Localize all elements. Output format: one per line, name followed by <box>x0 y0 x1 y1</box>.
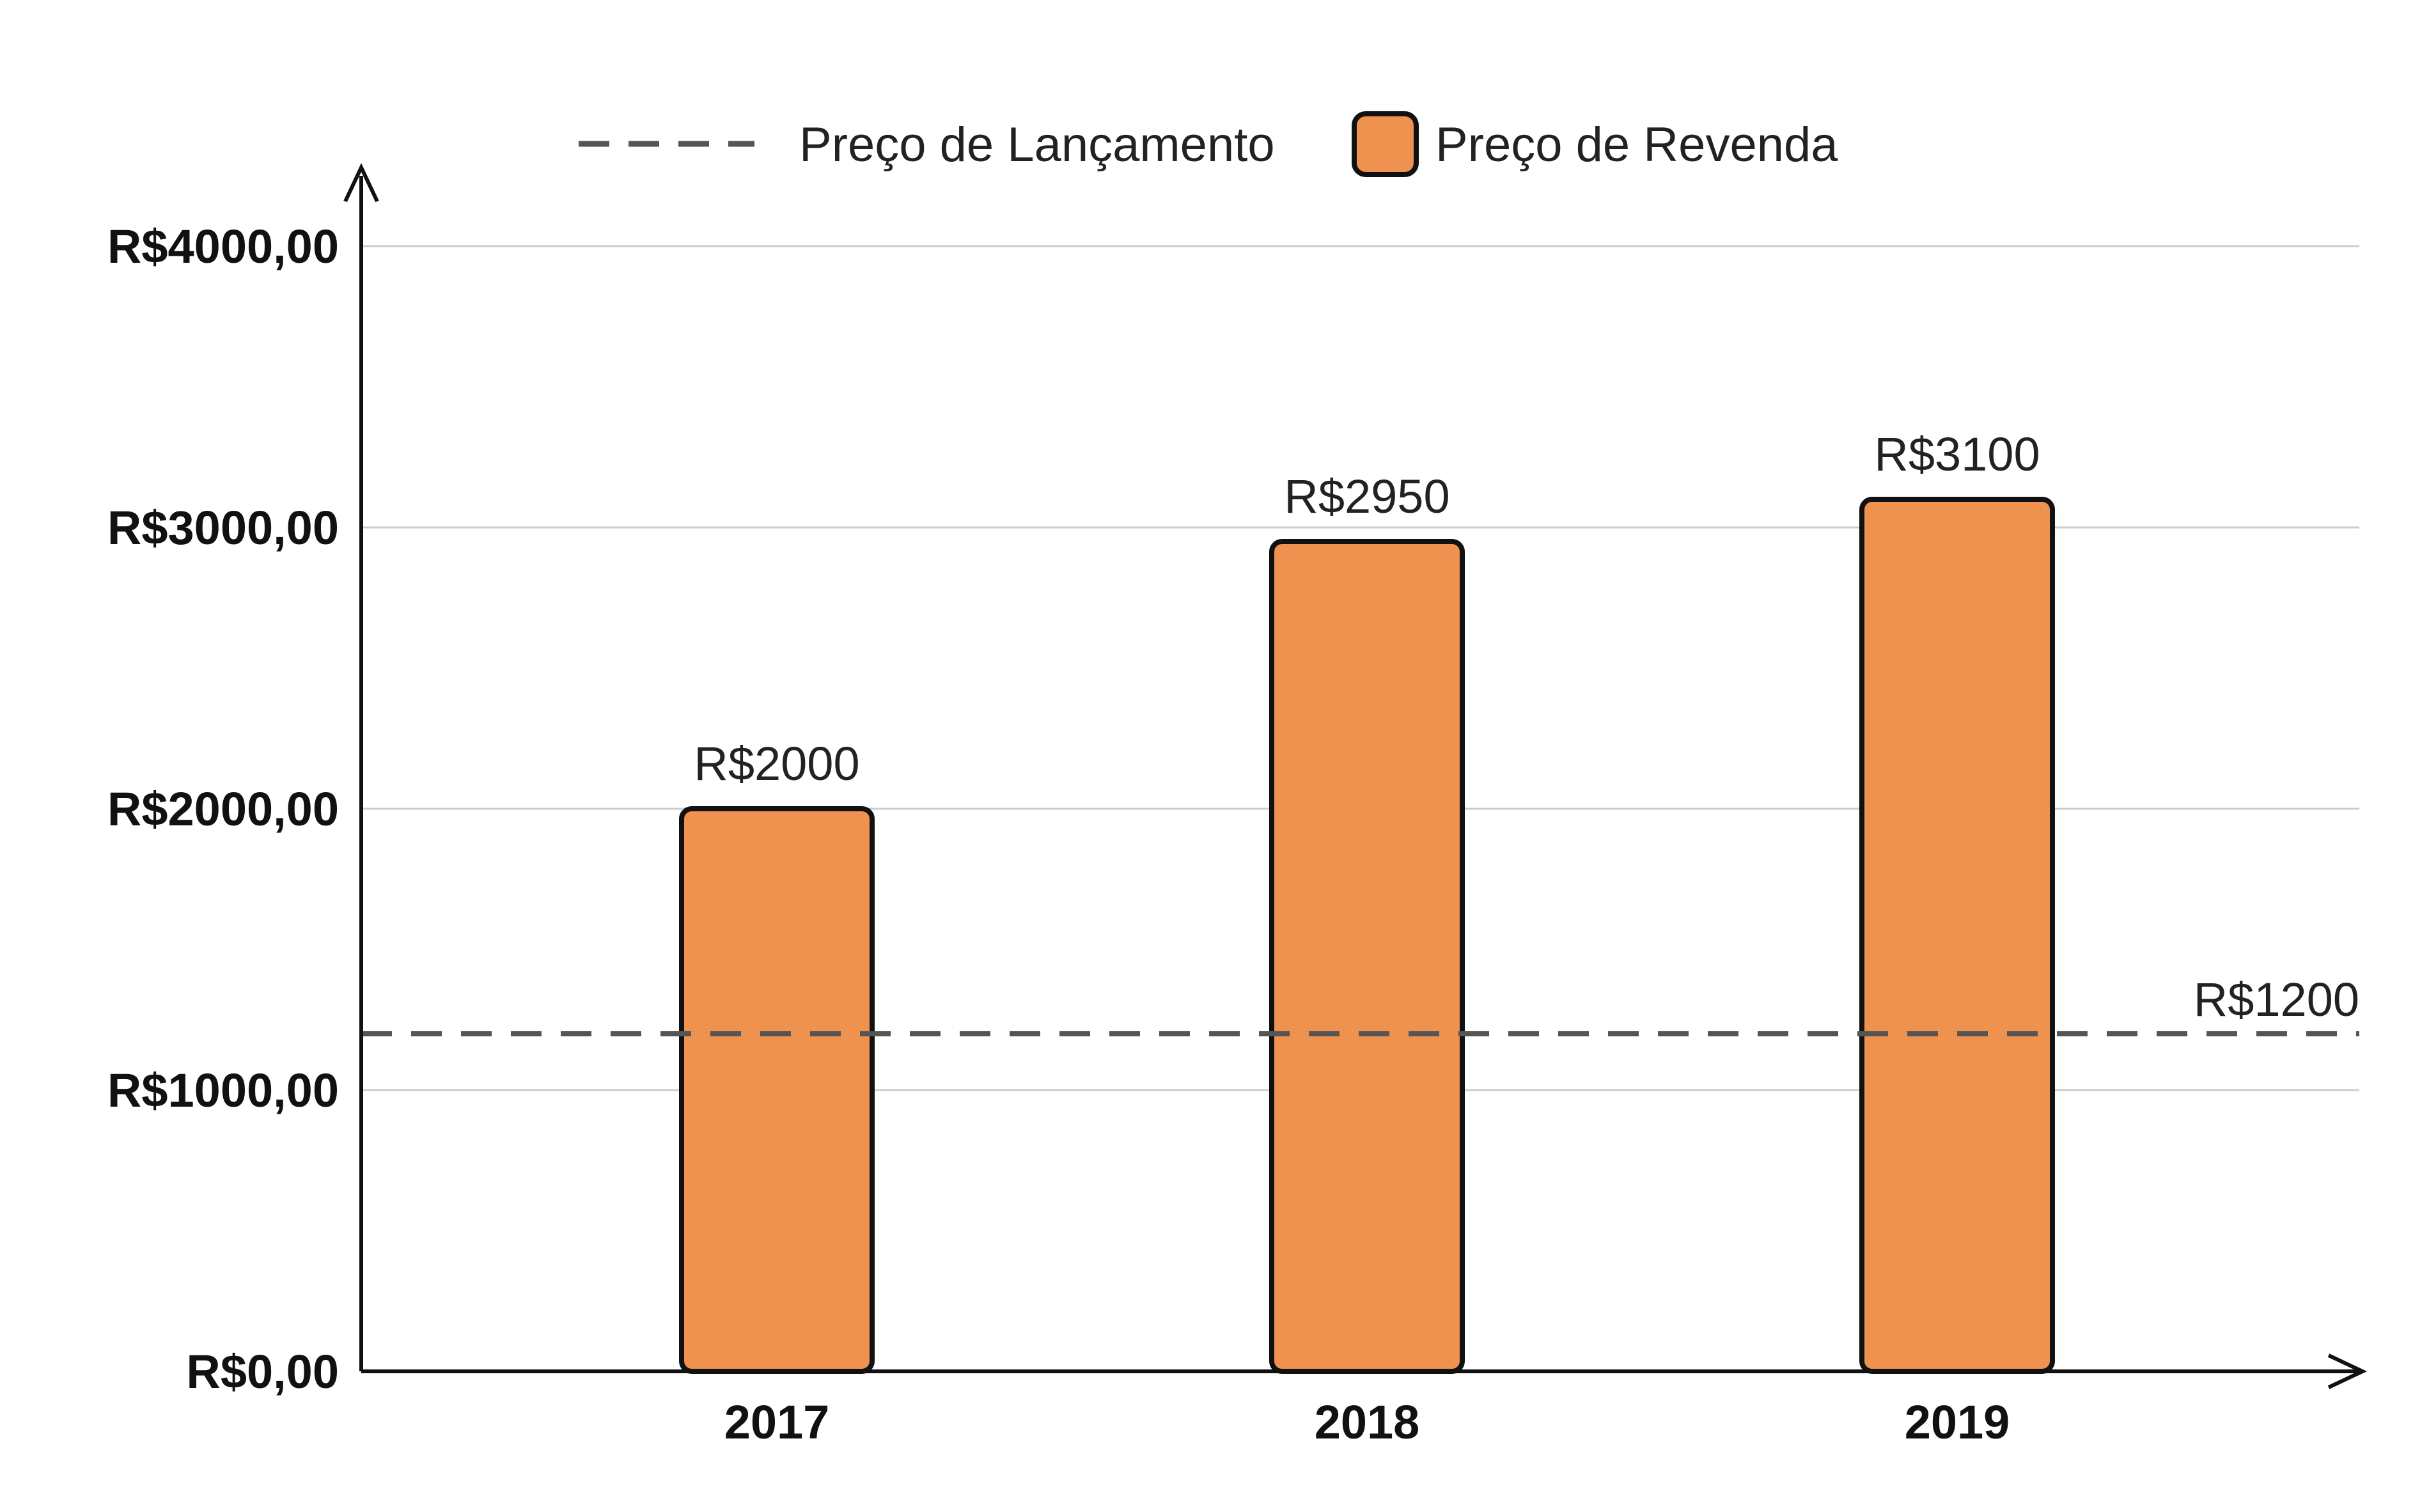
legend-label-resale-price: Preço de Revenda <box>1435 118 1838 172</box>
x-tick-label-2018: 2018 <box>1315 1396 1420 1449</box>
reference-line: R$1200 <box>361 973 2359 1036</box>
x-tick-label-2019: 2019 <box>1905 1396 2010 1449</box>
launch-price-label: R$1200 <box>2194 973 2359 1026</box>
y-tick-label: R$4000,00 <box>107 220 339 273</box>
legend-swatch-resale-price <box>1352 111 1419 177</box>
y-tick-label: R$2000,00 <box>107 783 339 836</box>
x-tick-labels: 2017 2018 2019 <box>724 1396 2010 1449</box>
legend: Preço de Lançamento Preço de Revenda <box>579 111 1838 177</box>
bar-2018 <box>1269 539 1465 1374</box>
bar-value-label-2019: R$3100 <box>1874 428 2040 481</box>
y-tick-label: R$0,00 <box>186 1345 339 1398</box>
legend-label-launch-price: Preço de Lançamento <box>799 118 1275 172</box>
bar-value-label-2017: R$2000 <box>694 737 859 790</box>
y-tick-labels: R$0,00 R$1000,00 R$2000,00 R$3000,00 R$4000,… <box>107 220 339 1398</box>
axes <box>343 162 2368 1389</box>
bar-value-label-2018: R$2950 <box>1284 470 1449 523</box>
y-axis-arrow-icon <box>343 162 379 203</box>
x-tick-label-2017: 2017 <box>724 1396 830 1449</box>
y-tick-label: R$1000,00 <box>107 1064 339 1117</box>
x-axis-arrow-icon <box>2327 1353 2368 1389</box>
bar-2019 <box>1859 497 2055 1374</box>
bar-2017 <box>679 806 875 1374</box>
bars: R$2000 R$2950 R$3100 <box>679 428 2055 1374</box>
y-tick-label: R$3000,00 <box>107 501 339 554</box>
